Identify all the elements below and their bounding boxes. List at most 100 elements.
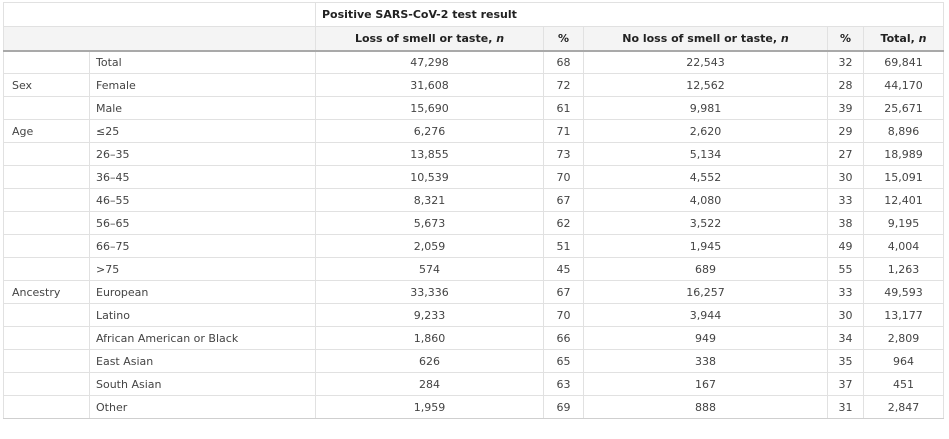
cell-noloss-count: 1,945 [583,234,828,258]
row-group-label: Ancestry [3,280,90,304]
cell-noloss-pct: 37 [827,372,864,396]
row-group-label [3,96,90,120]
cell-loss-count: 15,690 [315,96,544,120]
n-symbol: n [780,31,789,45]
row-label: African American or Black [89,326,316,350]
row-label: >75 [89,257,316,281]
cell-loss-pct: 62 [543,211,584,235]
table-row: Latino 9,233 70 3,944 30 13,177 [3,303,944,327]
cell-loss-pct: 70 [543,303,584,327]
cell-loss-count: 6,276 [315,119,544,143]
cell-noloss-pct: 33 [827,280,864,304]
cell-total: 44,170 [863,73,944,97]
row-group-label [3,234,90,258]
cell-noloss-count: 2,620 [583,119,828,143]
table-row: Male 15,690 61 9,981 39 25,671 [3,96,944,120]
cell-loss-pct: 67 [543,188,584,212]
table-row: African American or Black 1,860 66 949 34 2,8… [3,326,944,350]
table-row: Total 47,298 68 22,543 32 69,841 [3,50,944,74]
col-header-loss: Loss of smell or taste, n [315,26,544,52]
cell-loss-pct: 66 [543,326,584,350]
cell-noloss-count: 338 [583,349,828,373]
row-label: 26–35 [89,142,316,166]
table-row: 36–45 10,539 70 4,552 30 15,091 [3,165,944,189]
col-header-noloss: No loss of smell or taste, n [583,26,828,52]
cell-total: 25,671 [863,96,944,120]
row-label: East Asian [89,349,316,373]
cell-total: 2,809 [863,326,944,350]
cell-noloss-pct: 55 [827,257,864,281]
cell-noloss-count: 888 [583,395,828,419]
cell-noloss-pct: 38 [827,211,864,235]
row-group-label [3,211,90,235]
cell-total: 13,177 [863,303,944,327]
cell-total: 964 [863,349,944,373]
cell-noloss-count: 9,981 [583,96,828,120]
cell-noloss-pct: 32 [827,50,864,74]
cell-loss-pct: 68 [543,50,584,74]
row-group-label [3,50,90,74]
cell-total: 12,401 [863,188,944,212]
cell-loss-count: 1,959 [315,395,544,419]
cell-loss-count: 2,059 [315,234,544,258]
table-row: >75 574 45 689 55 1,263 [3,257,944,281]
row-label: Male [89,96,316,120]
group-header: Positive SARS-CoV-2 test result [315,2,944,27]
col-header-noloss-pct: % [827,26,864,52]
cell-loss-pct: 69 [543,395,584,419]
row-label: 36–45 [89,165,316,189]
cell-loss-pct: 67 [543,280,584,304]
cell-total: 451 [863,372,944,396]
cell-noloss-pct: 49 [827,234,864,258]
cell-total: 18,989 [863,142,944,166]
row-group-label [3,257,90,281]
row-label: Latino [89,303,316,327]
cell-noloss-count: 167 [583,372,828,396]
row-group-label [3,372,90,396]
cell-loss-count: 8,321 [315,188,544,212]
table-row: East Asian 626 65 338 35 964 [3,349,944,373]
n-symbol: n [918,31,927,45]
cell-noloss-count: 12,562 [583,73,828,97]
row-label: 56–65 [89,211,316,235]
cell-loss-count: 5,673 [315,211,544,235]
cell-loss-pct: 72 [543,73,584,97]
cell-loss-count: 9,233 [315,303,544,327]
row-group-label [3,349,90,373]
row-label: 66–75 [89,234,316,258]
row-group-label [3,188,90,212]
cell-loss-pct: 51 [543,234,584,258]
cell-loss-pct: 73 [543,142,584,166]
cell-loss-count: 284 [315,372,544,396]
row-label: Female [89,73,316,97]
col-header-total: Total, n [863,26,944,52]
cell-loss-pct: 45 [543,257,584,281]
row-label: Other [89,395,316,419]
n-symbol: n [496,31,505,45]
row-group-label [3,303,90,327]
col-header-loss-label: Loss of smell or taste, [354,31,497,45]
header-row-group: Positive SARS-CoV-2 test result [3,2,944,27]
row-group-label [3,165,90,189]
header-blank-cell [3,26,316,52]
row-label: Total [89,50,316,74]
cell-noloss-count: 22,543 [583,50,828,74]
cell-loss-count: 13,855 [315,142,544,166]
cell-total: 9,195 [863,211,944,235]
cell-total: 8,896 [863,119,944,143]
cell-noloss-pct: 30 [827,165,864,189]
cell-noloss-pct: 28 [827,73,864,97]
header-row-columns: Loss of smell or taste, n % No loss of s… [3,26,944,52]
cell-total: 1,263 [863,257,944,281]
cell-noloss-count: 5,134 [583,142,828,166]
cell-noloss-pct: 34 [827,326,864,350]
cell-loss-count: 10,539 [315,165,544,189]
cell-loss-count: 1,860 [315,326,544,350]
cell-noloss-count: 4,080 [583,188,828,212]
row-label: European [89,280,316,304]
col-header-noloss-label: No loss of smell or taste, [622,31,781,45]
cell-loss-pct: 65 [543,349,584,373]
row-group-label [3,395,90,419]
cell-total: 2,847 [863,395,944,419]
table-row: 26–35 13,855 73 5,134 27 18,989 [3,142,944,166]
